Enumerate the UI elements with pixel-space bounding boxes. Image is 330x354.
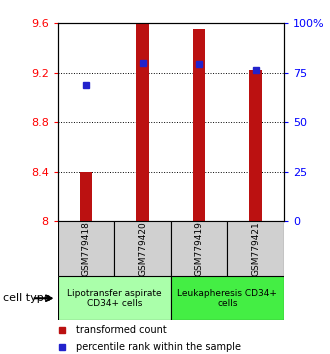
Text: percentile rank within the sample: percentile rank within the sample: [76, 342, 241, 352]
Bar: [80, 172, 92, 221]
Bar: [58, 221, 114, 276]
Bar: [227, 221, 284, 276]
Bar: [114, 221, 171, 276]
Bar: [58, 276, 171, 320]
Bar: [171, 221, 227, 276]
Text: GSM779420: GSM779420: [138, 221, 147, 276]
Text: Lipotransfer aspirate
CD34+ cells: Lipotransfer aspirate CD34+ cells: [67, 289, 162, 308]
Bar: [136, 23, 149, 221]
Text: GSM779421: GSM779421: [251, 221, 260, 276]
Text: GSM779419: GSM779419: [194, 221, 204, 276]
Text: transformed count: transformed count: [76, 325, 167, 335]
Text: GSM779418: GSM779418: [82, 221, 90, 276]
Text: Leukapheresis CD34+
cells: Leukapheresis CD34+ cells: [177, 289, 277, 308]
Text: cell type: cell type: [3, 293, 51, 303]
Bar: [249, 70, 262, 221]
Bar: [171, 276, 284, 320]
Bar: [193, 29, 205, 221]
